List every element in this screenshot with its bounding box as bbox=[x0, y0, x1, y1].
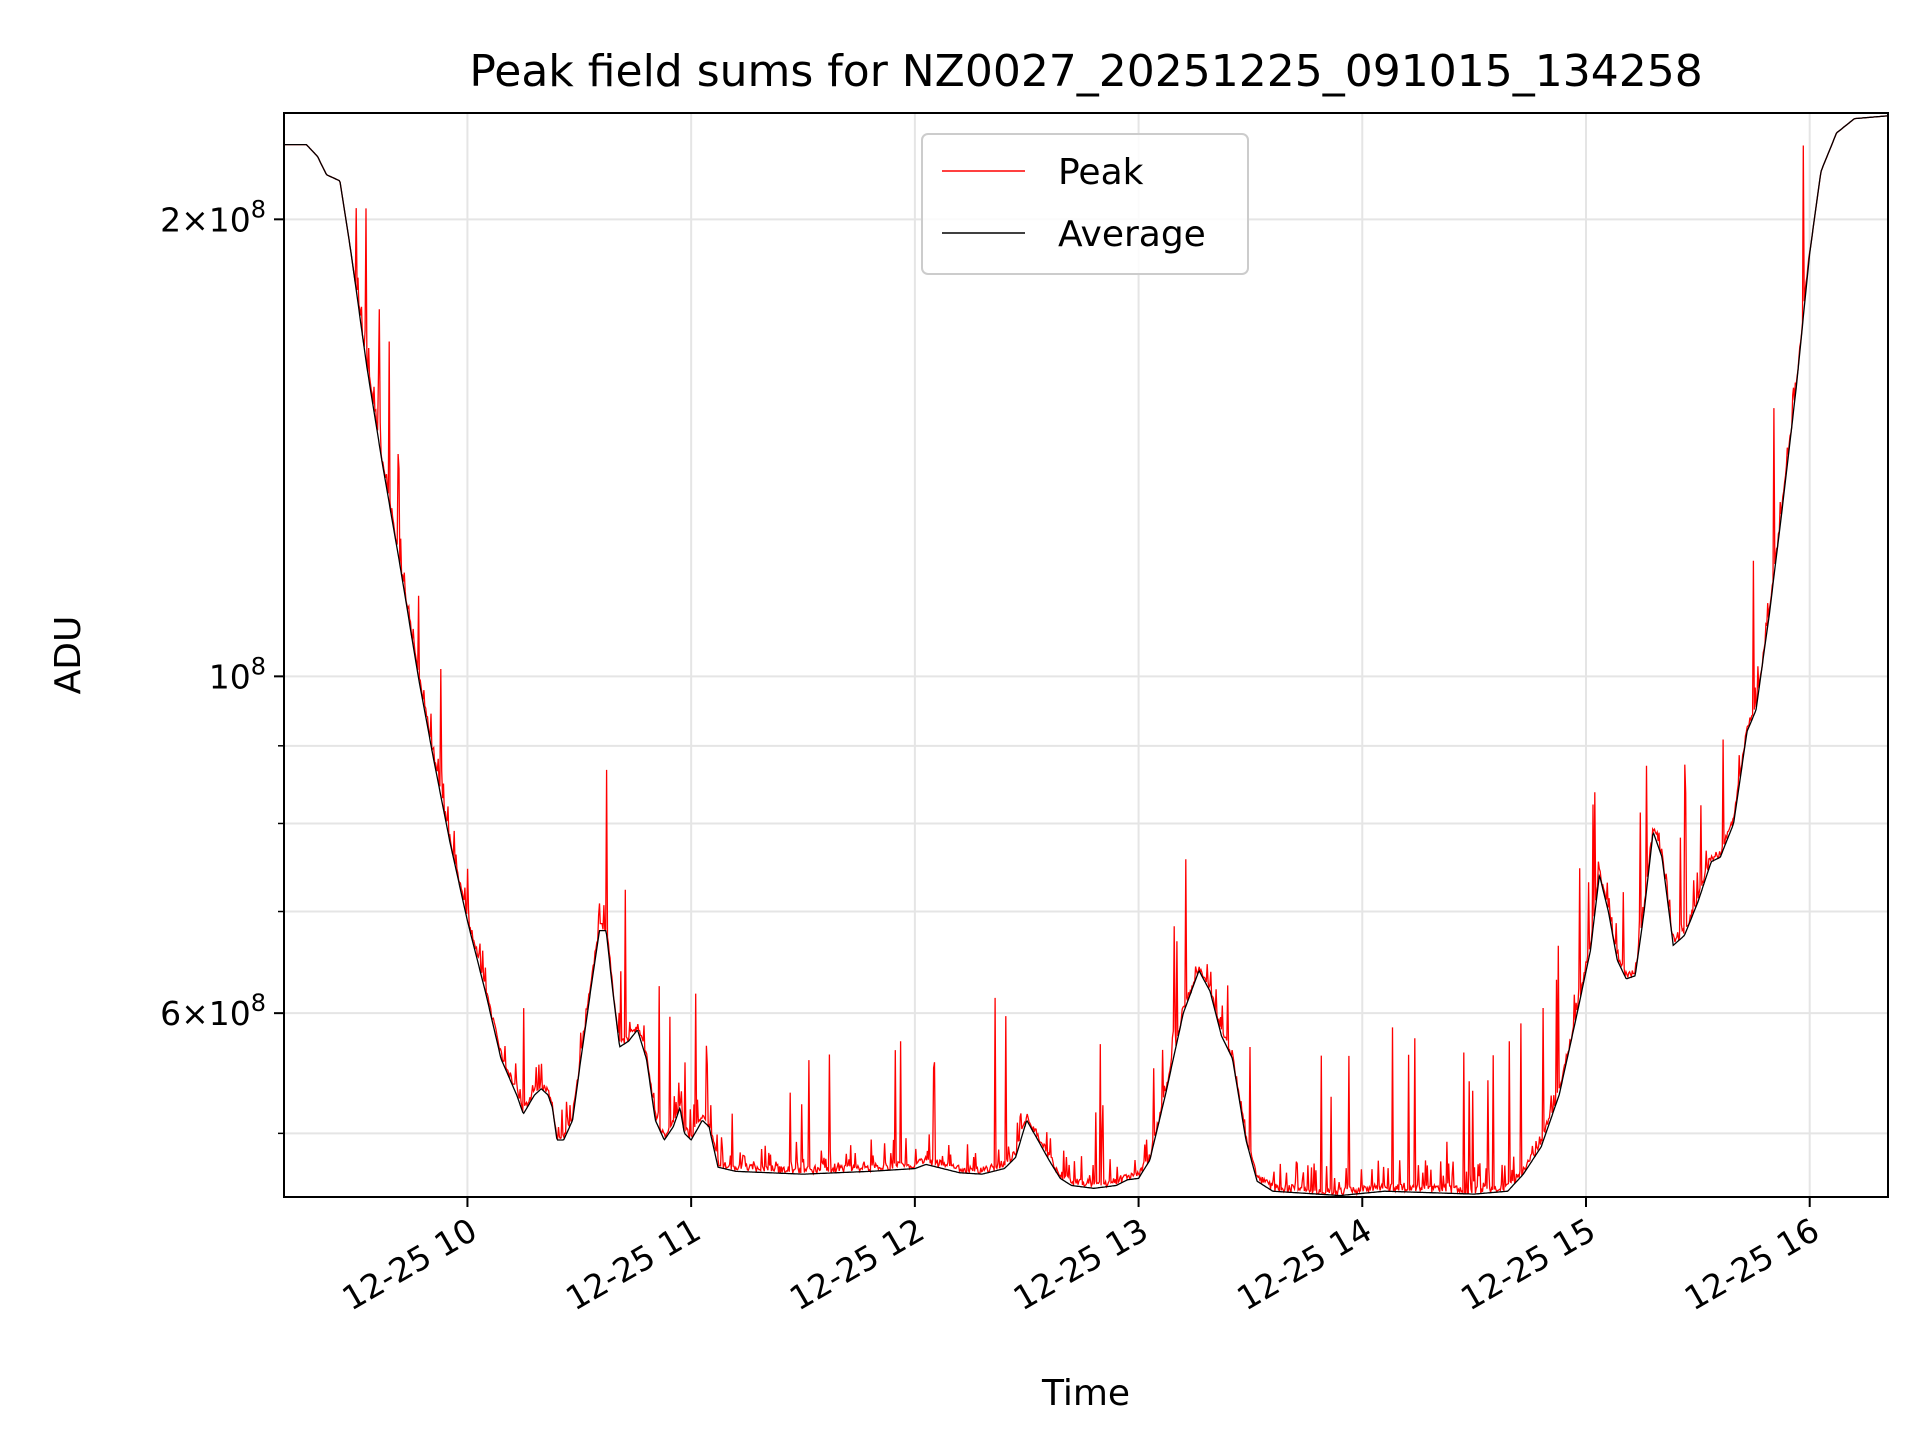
x-tick-label: 12-25 13 bbox=[1007, 1210, 1155, 1318]
series-average-line bbox=[284, 115, 1889, 1197]
grid bbox=[284, 113, 1888, 1197]
x-tick-label: 12-25 14 bbox=[1230, 1210, 1378, 1318]
y-tick-label: 2×108 bbox=[160, 195, 266, 239]
y-tick-label: 6×108 bbox=[160, 989, 266, 1033]
legend-box bbox=[921, 133, 1249, 275]
x-tick-label: 12-25 10 bbox=[335, 1210, 483, 1318]
x-axis-label: Time bbox=[1041, 1373, 1130, 1414]
legend: Peak Average bbox=[921, 133, 1249, 275]
plot-frame bbox=[283, 112, 1889, 1198]
chart-title: Peak field sums for NZ0027_20251225_0910… bbox=[469, 46, 1702, 97]
y-tick-label: 108 bbox=[209, 652, 266, 696]
legend-peak-label: Peak bbox=[1058, 152, 1144, 193]
x-axis: 12-25 10 12-25 11 12-25 12 12-25 13 12-25 14… bbox=[335, 1197, 1826, 1318]
plot-series bbox=[284, 115, 1889, 1197]
series-peak-line bbox=[284, 115, 1889, 1197]
x-tick-label: 12-25 11 bbox=[559, 1210, 707, 1318]
legend-average-label: Average bbox=[1058, 214, 1206, 255]
x-tick-label: 12-25 16 bbox=[1678, 1210, 1826, 1318]
x-tick-label: 12-25 15 bbox=[1454, 1210, 1602, 1318]
y-axis: 108 6×108 2×108 bbox=[160, 195, 284, 1135]
y-axis-label: ADU bbox=[48, 616, 89, 695]
x-tick-label: 12-25 12 bbox=[783, 1210, 931, 1318]
